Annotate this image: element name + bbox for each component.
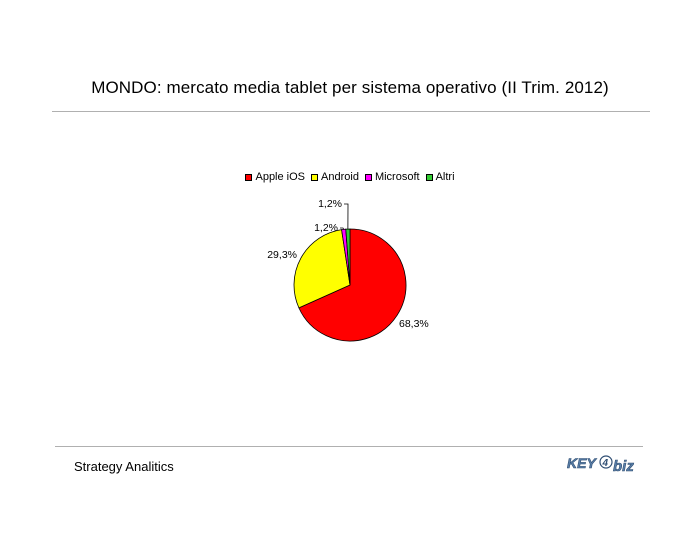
legend-swatch-altri — [425, 173, 433, 181]
footer-divider — [55, 446, 643, 447]
legend-label-microsoft: Microsoft — [374, 171, 420, 183]
key4biz-logo: KEY 4 biz — [567, 455, 635, 474]
title-divider — [52, 111, 650, 112]
leader-line-microsoft — [340, 227, 345, 230]
legend-item-apple: Apple iOS — [245, 171, 305, 183]
pie-slice-apple-ios — [298, 228, 407, 342]
data-label-android: 29,3% — [267, 249, 297, 261]
chart-legend: Apple iOS Android Microsoft Altri — [0, 171, 700, 183]
source-label: Strategy Analitics — [74, 459, 174, 474]
data-label-microsoft: 1,2% — [314, 222, 338, 234]
logo-circle-icon — [599, 455, 613, 469]
pie-slice-android — [293, 229, 351, 309]
logo-text-digit: 4 — [602, 458, 609, 469]
legend-label-altri: Altri — [435, 171, 455, 183]
slide-title: MONDO: mercato media tablet per sistema … — [91, 78, 609, 97]
legend-item-microsoft: Microsoft — [364, 171, 420, 183]
leader-line-altri — [344, 203, 349, 230]
logo-text-key: KEY — [567, 455, 597, 471]
data-label-altri: 1,2% — [318, 198, 342, 210]
legend-swatch-apple — [245, 173, 253, 181]
legend-label-apple: Apple iOS — [255, 171, 306, 183]
legend-label-android: Android — [321, 171, 359, 183]
legend-item-altri: Altri — [425, 171, 455, 183]
data-label-apple: 68,3% — [399, 318, 429, 330]
logo-text-biz: biz — [613, 458, 634, 474]
legend-swatch-android — [311, 173, 319, 181]
legend-swatch-microsoft — [364, 173, 372, 181]
legend-item-android: Android — [311, 171, 359, 183]
